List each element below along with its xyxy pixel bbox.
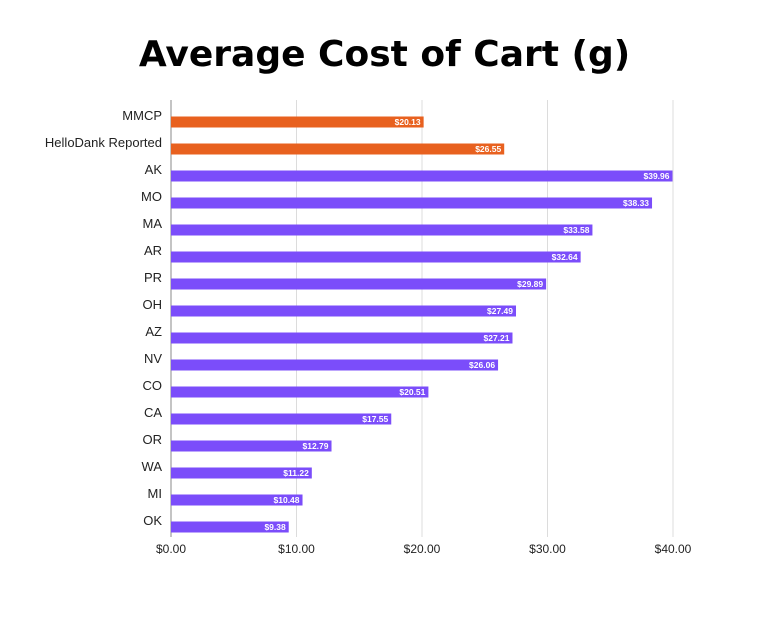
bar — [171, 305, 516, 317]
data-label: $20.13 — [395, 117, 421, 127]
category-label: CA — [144, 405, 162, 420]
data-label: $26.55 — [475, 144, 501, 154]
data-label: $12.79 — [303, 441, 329, 451]
data-label: $9.38 — [264, 522, 286, 532]
bar — [171, 386, 429, 398]
category-label: OK — [143, 513, 162, 528]
bar — [171, 143, 505, 155]
category-label: OH — [143, 297, 163, 312]
bar — [171, 170, 673, 182]
data-label: $20.51 — [399, 387, 425, 397]
bar — [171, 332, 513, 344]
x-tick-label: $40.00 — [655, 542, 692, 556]
bar — [171, 224, 593, 236]
category-label: OR — [143, 432, 163, 447]
category-label: MO — [141, 189, 162, 204]
data-label: $29.89 — [517, 279, 543, 289]
category-labels: MMCP HelloDank Reported AK MO MA AR PR OH AZ NV CO… — [45, 108, 162, 528]
bar — [171, 359, 499, 371]
data-label: $39.96 — [643, 171, 669, 181]
chart-title: Average Cost of Cart (g) — [138, 34, 631, 75]
data-label: $33.58 — [563, 225, 589, 235]
bar — [171, 116, 424, 128]
x-tick-label: $20.00 — [404, 542, 441, 556]
category-label: AZ — [145, 324, 162, 339]
data-label: $10.48 — [274, 495, 300, 505]
x-tick-label: $30.00 — [529, 542, 566, 556]
category-label: WA — [142, 459, 163, 474]
category-label: HelloDank Reported — [45, 135, 162, 150]
bars: $20.13 $26.55 $39.96 $38.33 $33.58 $32.64 $29.… — [171, 116, 673, 533]
data-label: $26.06 — [469, 360, 495, 370]
bar — [171, 521, 289, 533]
x-tick-label: $10.00 — [278, 542, 315, 556]
data-label: $17.55 — [362, 414, 388, 424]
category-label: NV — [144, 351, 162, 366]
category-label: AR — [144, 243, 162, 258]
category-label: MI — [148, 486, 162, 501]
x-axis-ticks: $0.00 $10.00 $20.00 $30.00 $40.00 — [156, 542, 692, 556]
bar — [171, 278, 547, 290]
bar — [171, 251, 581, 263]
bar — [171, 440, 332, 452]
data-label: $11.22 — [283, 468, 309, 478]
data-label: $38.33 — [623, 198, 649, 208]
bar — [171, 494, 303, 506]
category-label: PR — [144, 270, 162, 285]
data-label: $27.49 — [487, 306, 513, 316]
category-label: CO — [143, 378, 163, 393]
x-tick-label: $0.00 — [156, 542, 186, 556]
category-label: AK — [145, 162, 163, 177]
bar — [171, 467, 312, 479]
bar — [171, 413, 392, 425]
data-label: $32.64 — [552, 252, 578, 262]
bar — [171, 197, 653, 209]
category-label: MMCP — [122, 108, 162, 123]
data-label: $27.21 — [483, 333, 509, 343]
category-label: MA — [143, 216, 163, 231]
